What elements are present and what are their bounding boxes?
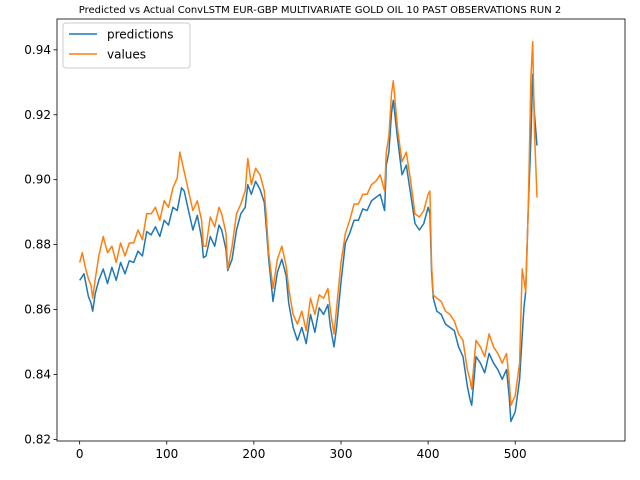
chart-title: Predicted vs Actual ConvLSTM EUR-GBP MUL… [79, 5, 561, 16]
y-tick-label: 0.82 [24, 432, 51, 446]
x-tick-label: 500 [504, 447, 527, 461]
x-tick-label: 0 [76, 447, 84, 461]
series-layer [78, 40, 538, 423]
legend-label-values: values [107, 48, 146, 62]
y-tick-label: 0.94 [24, 43, 51, 57]
legend: predictions values [62, 22, 191, 69]
y-tick-label: 0.84 [24, 367, 51, 381]
series-line-values [78, 40, 538, 407]
y-axis: 0.82 0.84 0.86 0.88 0.90 0.92 0.94 [24, 43, 57, 446]
y-tick-label: 0.92 [24, 108, 51, 122]
legend-label-predictions: predictions [107, 28, 173, 42]
x-tick-label: 200 [242, 447, 265, 461]
x-tick-label: 400 [417, 447, 440, 461]
x-tick-label: 100 [155, 447, 178, 461]
series-line-predictions [79, 73, 538, 423]
y-tick-label: 0.88 [24, 238, 51, 252]
y-tick-label: 0.86 [24, 303, 51, 317]
y-tick-label: 0.90 [24, 173, 51, 187]
x-tick-label: 300 [330, 447, 353, 461]
x-axis: 0 100 200 300 400 500 [76, 441, 527, 461]
